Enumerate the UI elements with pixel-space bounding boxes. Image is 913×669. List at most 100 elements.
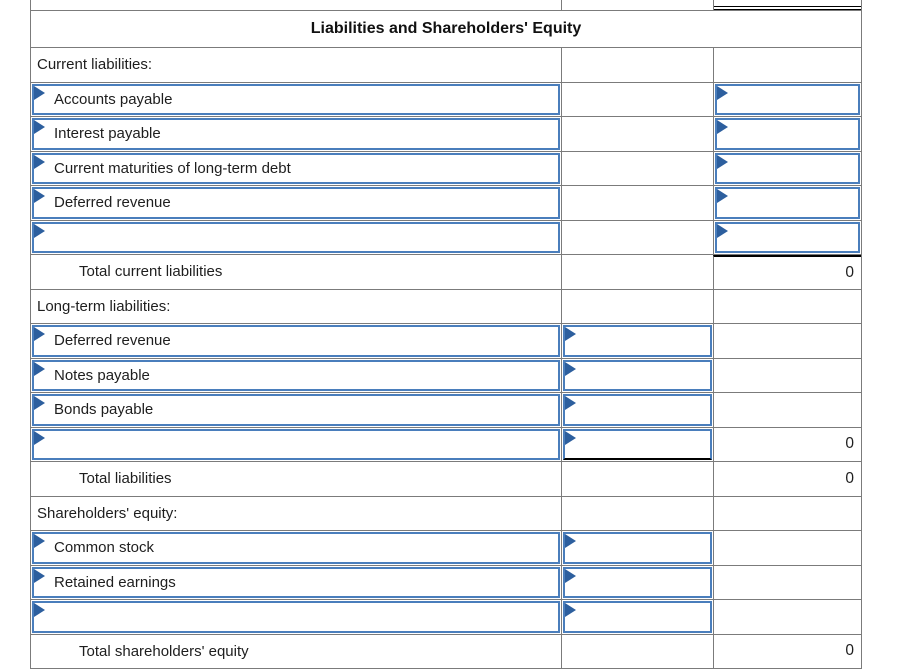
long-term-subtotal-value: 0 <box>714 428 861 462</box>
account-cell: Deferred revenue <box>31 186 561 220</box>
row-equity-blank <box>31 600 861 635</box>
empty-cell <box>561 462 713 496</box>
row-common-stock: Common stock <box>31 531 861 566</box>
empty-cell <box>561 221 713 255</box>
common-stock-account-input[interactable]: Common stock <box>32 532 560 564</box>
common-stock-account-label: Common stock <box>34 539 154 556</box>
row-current-liabilities-heading: Current liabilities: <box>31 48 861 83</box>
row-deferred-revenue-current: Deferred revenue <box>31 186 861 221</box>
interest-payable-amount-input[interactable] <box>715 118 860 150</box>
blank-current-account-input[interactable] <box>32 222 560 254</box>
input-flag-icon <box>34 569 45 583</box>
account-cell <box>31 221 561 255</box>
deferred-revenue-current-account-input[interactable]: Deferred revenue <box>32 187 560 219</box>
blank-equity-account-input[interactable] <box>32 601 560 633</box>
row-interest-payable: Interest payable <box>31 117 861 152</box>
accounts-payable-amount-input[interactable] <box>715 84 860 116</box>
input-flag-icon <box>34 189 45 203</box>
row-current-liability-blank <box>31 221 861 256</box>
row-total-liabilities: Total liabilities 0 <box>31 462 861 497</box>
bonds-payable-amount-input[interactable] <box>563 394 712 426</box>
input-flag-icon <box>34 431 45 445</box>
long-term-liabilities-heading: Long-term liabilities: <box>31 290 561 324</box>
account-cell: Notes payable <box>31 359 561 393</box>
section-title: Liabilities and Shareholders' Equity <box>311 20 582 38</box>
total-shareholders-equity-label: Total shareholders' equity <box>31 635 561 669</box>
deferred-revenue-longterm-account-input[interactable]: Deferred revenue <box>32 325 560 357</box>
account-cell: Common stock <box>31 531 561 565</box>
input-flag-icon <box>717 86 728 100</box>
empty-cell <box>713 600 861 634</box>
empty-cell <box>713 290 861 324</box>
amount-cell <box>713 221 861 255</box>
accounts-payable-account-input[interactable]: Accounts payable <box>32 84 560 116</box>
row-long-term-liabilities-heading: Long-term liabilities: <box>31 290 861 325</box>
row-retained-earnings: Retained earnings <box>31 566 861 601</box>
empty-cell <box>713 48 861 82</box>
input-flag-icon <box>34 155 45 169</box>
current-maturities-account-label: Current maturities of long-term debt <box>34 160 291 177</box>
total-assets-middle-cell <box>561 0 713 10</box>
input-flag-icon <box>565 362 576 376</box>
current-liabilities-heading: Current liabilities: <box>31 48 561 82</box>
empty-cell <box>713 566 861 600</box>
total-liabilities-label: Total liabilities <box>31 462 561 496</box>
interest-payable-account-input[interactable]: Interest payable <box>32 118 560 150</box>
deferred-revenue-longterm-account-label: Deferred revenue <box>34 332 171 349</box>
account-cell: Deferred revenue <box>31 324 561 358</box>
input-flag-icon <box>565 327 576 341</box>
total-current-liabilities-label: Total current liabilities <box>31 255 561 289</box>
account-cell: Accounts payable <box>31 83 561 117</box>
bonds-payable-account-input[interactable]: Bonds payable <box>32 394 560 426</box>
notes-payable-account-input[interactable]: Notes payable <box>32 360 560 392</box>
account-cell: Retained earnings <box>31 566 561 600</box>
total-current-liabilities-value: 0 <box>714 257 861 289</box>
empty-cell <box>713 531 861 565</box>
input-flag-icon <box>34 224 45 238</box>
retained-earnings-account-label: Retained earnings <box>34 574 176 591</box>
deferred-revenue-current-amount-input[interactable] <box>715 187 860 219</box>
blank-longterm-account-input[interactable] <box>32 429 560 461</box>
current-maturities-amount-input[interactable] <box>715 153 860 185</box>
account-cell: Interest payable <box>31 117 561 151</box>
input-flag-icon <box>34 603 45 617</box>
empty-cell <box>561 186 713 220</box>
row-bonds-payable: Bonds payable <box>31 393 861 428</box>
notes-payable-amount-input[interactable] <box>563 360 712 392</box>
deferred-revenue-current-account-label: Deferred revenue <box>34 194 171 211</box>
blank-current-amount-input[interactable] <box>715 222 860 254</box>
row-deferred-revenue-longterm: Deferred revenue <box>31 324 861 359</box>
blank-equity-amount-input[interactable] <box>563 601 712 633</box>
accounts-payable-account-label: Accounts payable <box>34 91 172 108</box>
input-flag-icon <box>717 189 728 203</box>
amount-cell <box>713 83 861 117</box>
deferred-revenue-longterm-amount-input[interactable] <box>563 325 712 357</box>
retained-earnings-amount-input[interactable] <box>563 567 712 599</box>
input-flag-icon <box>565 431 576 445</box>
input-flag-icon <box>565 603 576 617</box>
amount-cell <box>713 117 861 151</box>
empty-cell <box>713 359 861 393</box>
row-long-term-blank: 0 <box>31 428 861 463</box>
current-maturities-account-input[interactable]: Current maturities of long-term debt <box>32 153 560 185</box>
total-shareholders-equity-value: 0 <box>714 635 861 669</box>
empty-cell <box>561 290 713 324</box>
total-assets-amount-cell: $ 54,000 <box>713 0 861 10</box>
total-liabilities-cell: 0 <box>713 462 861 496</box>
empty-cell <box>561 635 713 669</box>
long-term-subtotal-cell: 0 <box>713 428 861 462</box>
empty-cell <box>561 255 713 289</box>
empty-cell <box>561 48 713 82</box>
input-flag-icon <box>34 86 45 100</box>
row-notes-payable: Notes payable <box>31 359 861 394</box>
row-section-title: Liabilities and Shareholders' Equity <box>31 11 861 48</box>
amount-cell <box>561 600 713 634</box>
input-flag-icon <box>34 362 45 376</box>
total-liabilities-value: 0 <box>714 462 861 496</box>
common-stock-amount-input[interactable] <box>563 532 712 564</box>
retained-earnings-account-input[interactable]: Retained earnings <box>32 567 560 599</box>
blank-longterm-amount-input[interactable] <box>563 429 712 461</box>
amount-cell <box>561 531 713 565</box>
amount-cell <box>561 428 713 462</box>
row-total-current-liabilities: Total current liabilities 0 <box>31 255 861 290</box>
